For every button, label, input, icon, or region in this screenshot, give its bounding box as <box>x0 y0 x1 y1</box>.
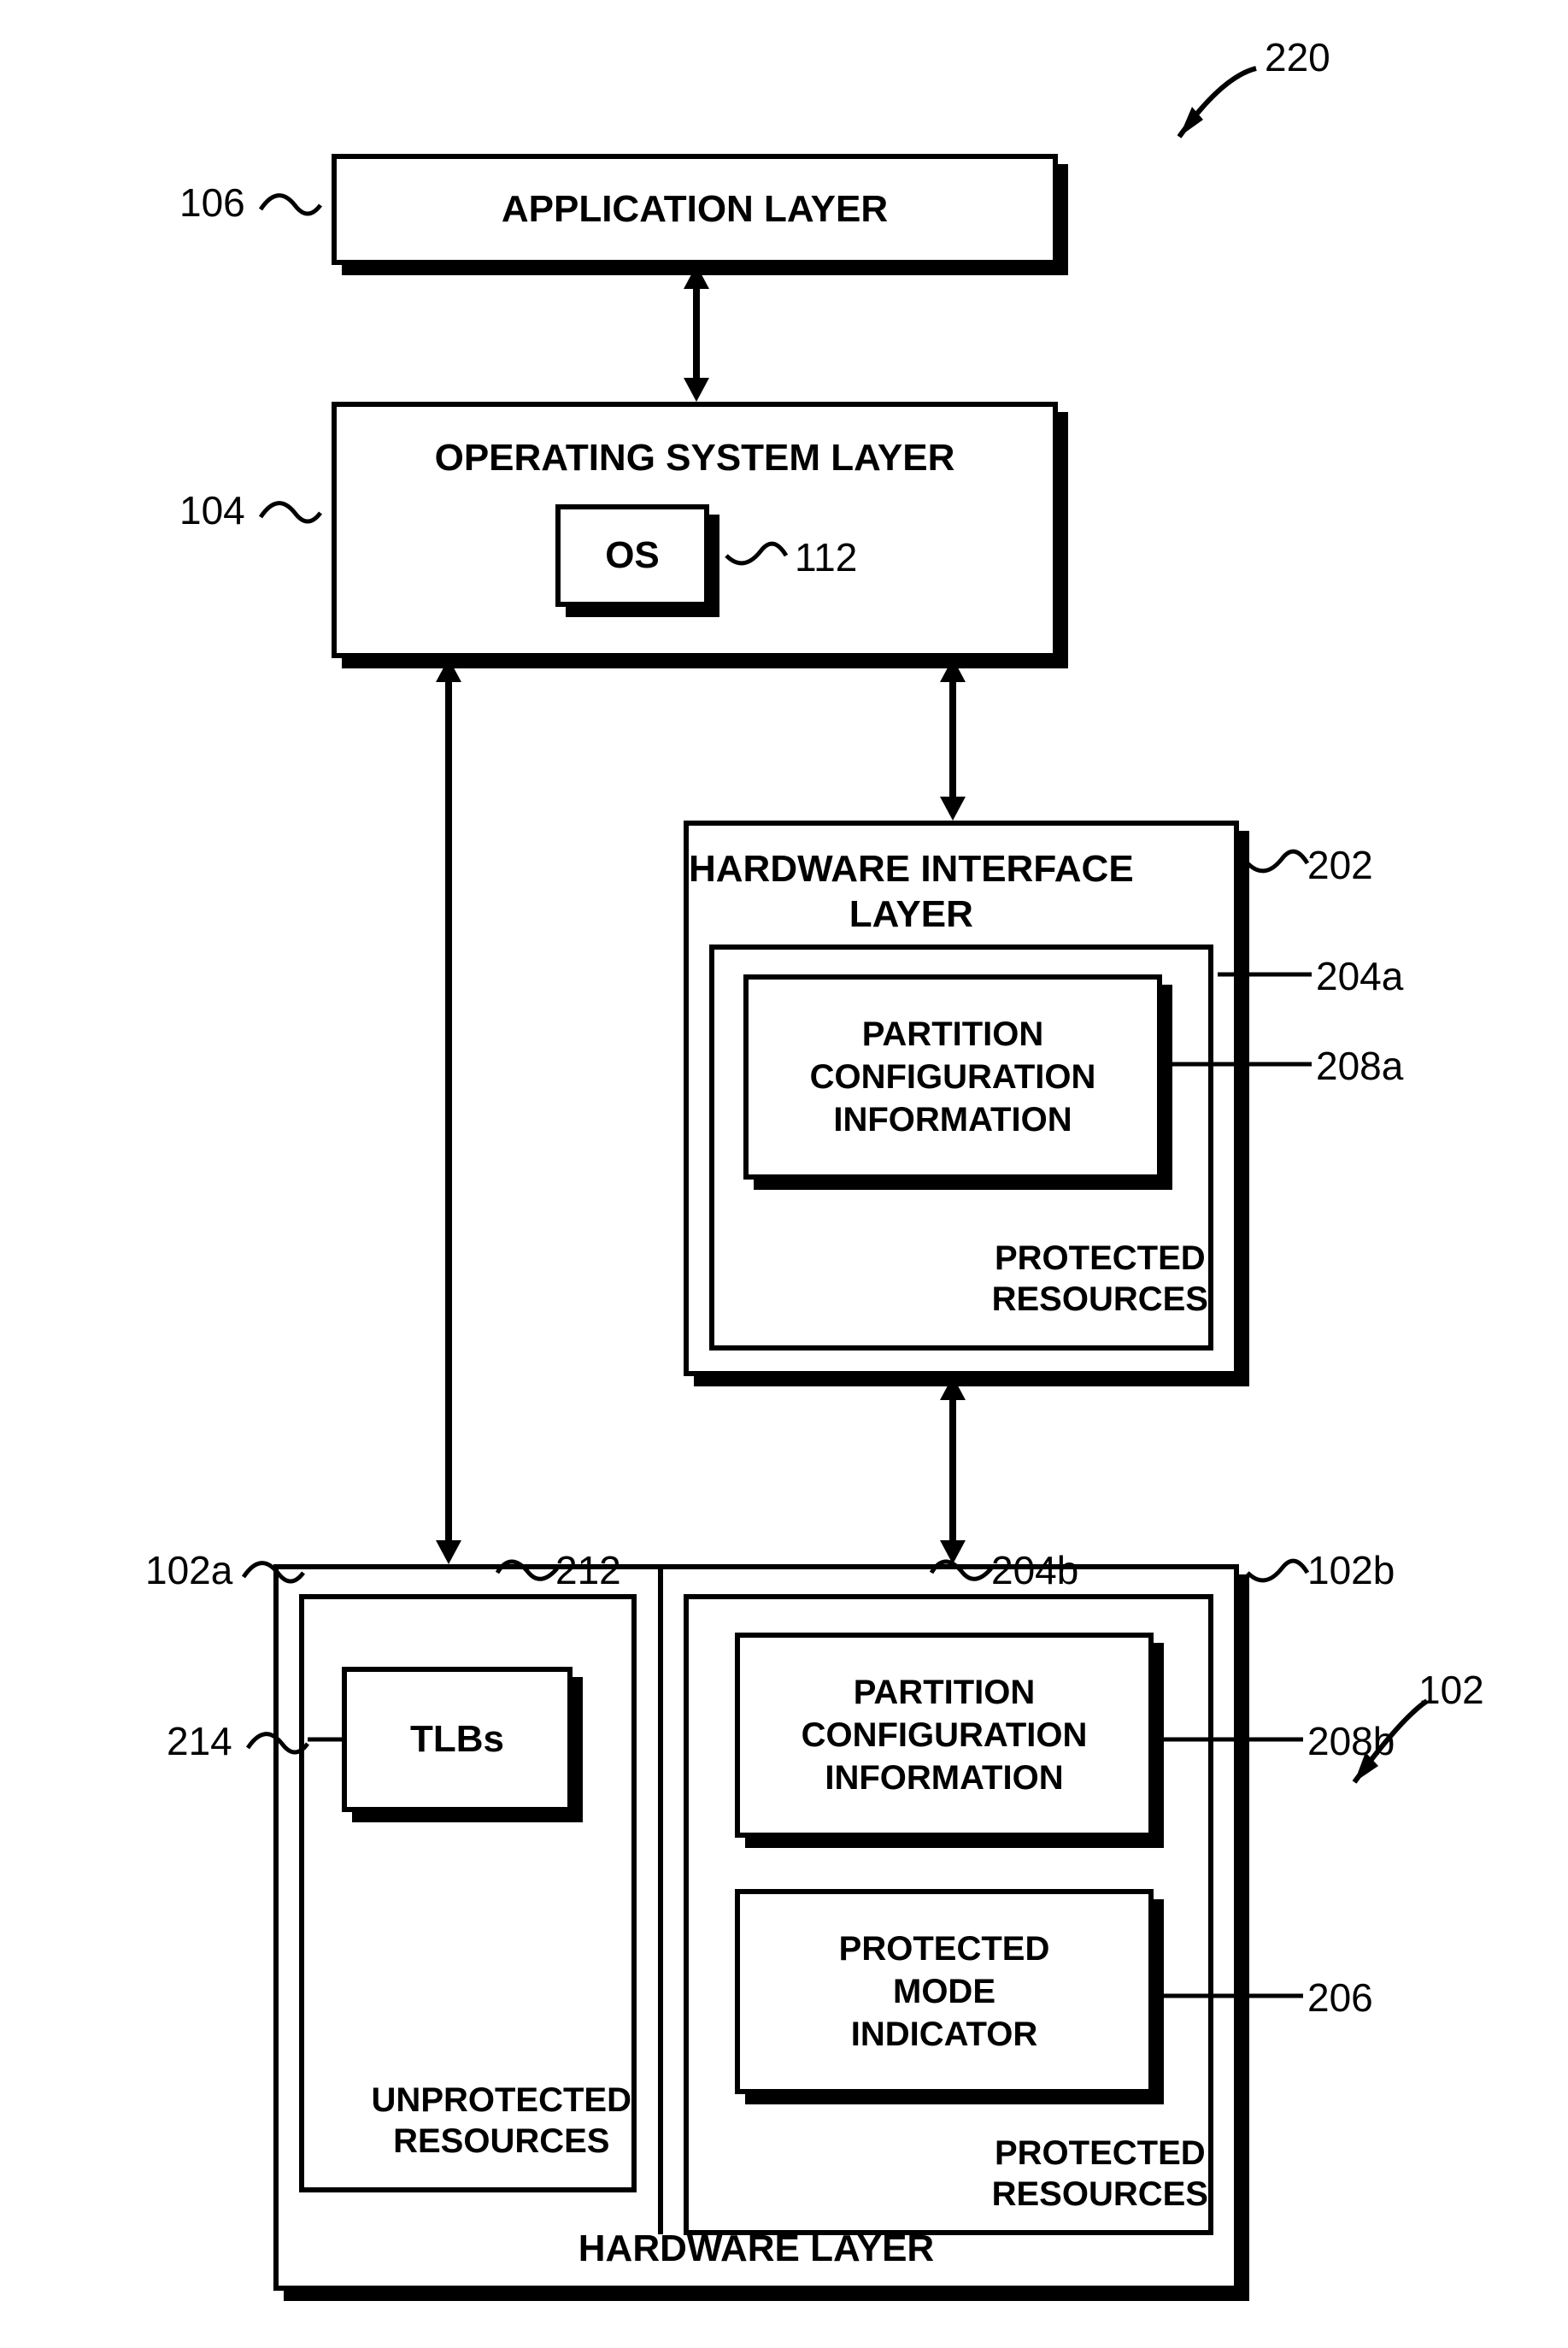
os-box: OS <box>555 504 709 607</box>
app-layer-label: APPLICATION LAYER <box>502 188 888 231</box>
arrow-hwi-hw <box>931 1376 974 1564</box>
hwi-protected-label: PROTECTEDRESOURCES <box>992 1238 1208 1320</box>
app-layer-box: APPLICATION LAYER <box>332 154 1058 265</box>
line-204a <box>1218 962 1312 987</box>
ref-220: 220 <box>1265 34 1330 80</box>
hw-unprot-label: UNPROTECTEDRESOURCES <box>372 2080 631 2162</box>
line-208a <box>1166 1051 1312 1077</box>
ref-104: 104 <box>179 487 245 533</box>
line-214 <box>308 1735 342 1744</box>
squiggle-202 <box>1243 846 1312 880</box>
arrow-102 <box>1316 1692 1436 1812</box>
arrow-os-hw-left <box>427 658 470 1564</box>
ref-102a: 102a <box>145 1547 232 1593</box>
squiggle-104 <box>256 496 325 530</box>
ref-206: 206 <box>1307 1974 1373 2021</box>
pmi-box: PROTECTEDMODEINDICATOR <box>735 1889 1154 2094</box>
arrow-app-os <box>675 265 718 402</box>
hw-pci-box: PARTITIONCONFIGURATIONINFORMATION <box>735 1633 1154 1838</box>
arrow-220 <box>1145 60 1265 162</box>
pmi-label: PROTECTEDMODEINDICATOR <box>839 1927 1050 2056</box>
ref-204b: 204b <box>991 1547 1078 1593</box>
hw-pci-label: PARTITIONCONFIGURATIONINFORMATION <box>802 1671 1088 1799</box>
tlbs-label: TLBs <box>410 1718 504 1761</box>
squiggle-204b <box>927 1556 995 1590</box>
ref-212: 212 <box>555 1547 621 1593</box>
squiggle-212 <box>493 1556 561 1590</box>
hw-prot-label: PROTECTEDRESOURCES <box>992 2133 1208 2215</box>
line-208b <box>1158 1727 1303 1752</box>
ref-208a: 208a <box>1316 1043 1403 1089</box>
line-206 <box>1158 1983 1303 2009</box>
hwi-label: HARDWARE INTERFACELAYER <box>689 847 1134 938</box>
hwi-pci-label: PARTITIONCONFIGURATIONINFORMATION <box>810 1013 1096 1141</box>
squiggle-214 <box>244 1727 312 1761</box>
ref-202: 202 <box>1307 842 1373 888</box>
ref-112: 112 <box>795 534 857 580</box>
squiggle-102a <box>239 1556 308 1590</box>
tlbs-box: TLBs <box>342 1667 573 1812</box>
hwi-pci-box: PARTITIONCONFIGURATIONINFORMATION <box>743 974 1162 1180</box>
arrow-os-hwi <box>931 658 974 821</box>
squiggle-112 <box>722 538 790 573</box>
ref-214: 214 <box>167 1718 232 1764</box>
ref-106: 106 <box>179 179 245 226</box>
squiggle-102b <box>1243 1556 1312 1590</box>
os-layer-label: OPERATING SYSTEM LAYER <box>435 437 955 480</box>
hw-divider <box>658 1569 663 2234</box>
os-box-label: OS <box>605 534 660 577</box>
ref-102b: 102b <box>1307 1547 1395 1593</box>
ref-204a: 204a <box>1316 953 1403 999</box>
squiggle-106 <box>256 188 325 222</box>
